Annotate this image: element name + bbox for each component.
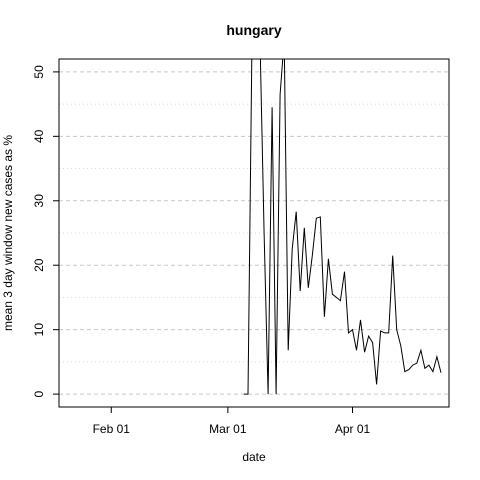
y-tick-label: 10 [32, 323, 46, 337]
y-tick-label: 30 [32, 194, 46, 208]
chart-title: hungary [226, 22, 281, 38]
y-axis-label: mean 3 day window new cases as % [1, 135, 15, 331]
x-tick-label: Apr 01 [335, 422, 371, 436]
y-tick-label: 40 [32, 129, 46, 143]
y-tick-label: 0 [32, 390, 46, 397]
x-axis: Feb 01 Mar 01 Apr 01 [93, 407, 371, 436]
x-axis-label: date [242, 450, 266, 464]
y-axis: 0 10 20 30 40 50 [32, 65, 59, 397]
series-line [243, 59, 442, 395]
y-tick-label: 20 [32, 258, 46, 272]
series-group [243, 59, 442, 395]
gridlines [59, 71, 449, 395]
x-tick-label: Mar 01 [209, 422, 247, 436]
x-tick-label: Feb 01 [93, 422, 131, 436]
y-tick-label: 50 [32, 65, 46, 79]
plot-frame [58, 58, 450, 408]
